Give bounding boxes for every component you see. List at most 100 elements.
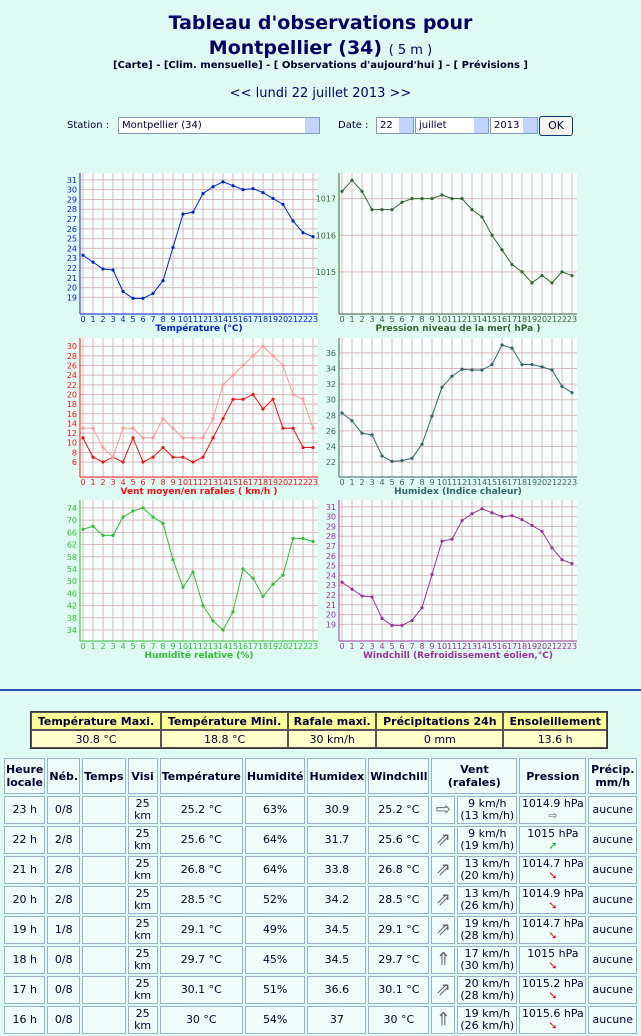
x-tick-label: 18 — [517, 315, 527, 324]
data-point — [520, 270, 524, 274]
data-point — [430, 414, 434, 418]
y-tick-label: 29 — [326, 522, 336, 531]
data-point — [261, 344, 265, 348]
pressure: 1015 hPa — [527, 827, 579, 840]
wind-direction-icon: ⇑ — [431, 946, 456, 974]
x-tick-label: 7 — [409, 315, 414, 324]
x-tick-label: 6 — [399, 315, 404, 324]
wind-direction-icon: ⇨ — [431, 796, 456, 824]
pressure-trend: ➘ — [548, 1019, 558, 1032]
data-point — [241, 567, 245, 571]
data-point — [271, 196, 275, 201]
y-tick-label: 26 — [67, 225, 77, 234]
humidex: 37 — [307, 1006, 367, 1034]
data-point — [570, 562, 574, 566]
day-select[interactable]: 22 — [376, 117, 414, 134]
x-tick-label: 22 — [557, 478, 567, 487]
data-point — [121, 289, 125, 294]
data-point — [101, 267, 105, 271]
charts: 0 1 2 3 4 5 6 7 8 9 10 11 12 13 14 15 16 17 18 19 20 21 22 2319… — [67, 173, 577, 661]
data-point — [161, 521, 165, 525]
data-point — [410, 618, 414, 623]
x-tick-label: 8 — [419, 315, 424, 324]
series-line — [83, 345, 314, 459]
weather — [82, 826, 126, 854]
prev-day[interactable]: << — [229, 86, 252, 101]
data-point — [221, 383, 225, 387]
date-label: Date : — [338, 120, 369, 131]
humidex: 34.5 — [307, 916, 367, 944]
data-point — [400, 459, 404, 463]
y-tick-label: 29 — [67, 195, 77, 204]
pressure-cell: 1014.9 hPa ⇨ — [519, 796, 587, 824]
ok-button[interactable]: OK — [539, 116, 573, 136]
y-tick-label: 62 — [67, 541, 77, 550]
temperature: 30 °C — [159, 1006, 243, 1034]
humidity: 64% — [244, 856, 306, 884]
weather — [82, 796, 126, 824]
y-tick-label: 23 — [326, 581, 336, 590]
x-tick-label: 1 — [349, 315, 354, 324]
y-tick-label: 31 — [326, 503, 336, 512]
y-tick-label: 27 — [67, 215, 77, 224]
wind: 19 km/h (28 km/h) — [457, 916, 518, 944]
y-tick-label: 24 — [326, 443, 336, 452]
y-tick-label: 34 — [326, 364, 336, 373]
x-tick-label: 13 — [208, 478, 218, 487]
y-tick-label: 14 — [67, 419, 77, 428]
pressure-trend: ➘ — [548, 959, 558, 972]
x-tick-label: 2 — [100, 478, 105, 487]
x-tick-label: 17 — [248, 642, 258, 651]
y-tick-label: 24 — [67, 244, 77, 253]
y-tick-label: 30 — [67, 186, 77, 195]
y-tick-label: 30 — [326, 513, 336, 522]
observation-row: 19 h 1/8 25 km 29.1 °C 49% 34.5 29.1 °C ⇗ 19 km/… — [4, 916, 637, 944]
data-point — [171, 426, 175, 430]
nav-links[interactable]: [Carte] - [Clim. mensuelle] - [ Observat… — [113, 60, 528, 71]
temperature: 28.5 °C — [159, 886, 243, 914]
x-tick-label: 16 — [238, 478, 248, 487]
x-tick-label: 2 — [359, 642, 364, 651]
separator — [0, 689, 641, 691]
precipitation: aucune — [588, 796, 637, 824]
chart-title: Température (°C) — [155, 323, 242, 334]
chart-title: Pression niveau de la mer( hPa ) — [376, 324, 541, 334]
data-point — [91, 426, 95, 430]
x-tick-label: 18 — [517, 642, 527, 651]
data-point — [191, 210, 195, 214]
x-tick-label: 16 — [238, 642, 248, 651]
x-tick-label: 19 — [527, 315, 537, 324]
next-day[interactable]: >> — [389, 86, 412, 101]
x-tick-label: 21 — [547, 642, 557, 651]
wind-header: Vent (rafales) — [431, 758, 518, 794]
y-tick-label: 20 — [67, 284, 77, 293]
temperature: 29.7 °C — [159, 946, 243, 974]
y-tick-label: 28 — [67, 352, 77, 361]
year-select[interactable]: 2013 — [490, 117, 538, 134]
x-tick-label: 17 — [507, 642, 517, 651]
data-point — [201, 455, 205, 459]
month-select[interactable]: juillet — [415, 117, 489, 134]
data-point — [171, 558, 175, 562]
data-point — [450, 537, 454, 541]
y-tick-label: 36 — [326, 349, 336, 358]
y-tick-label: 24 — [67, 371, 77, 380]
y-tick-label: 70 — [67, 516, 77, 525]
data-point — [231, 184, 235, 188]
x-tick-label: 18 — [517, 478, 527, 487]
y-tick-label: 27 — [326, 542, 336, 551]
x-tick-label: 6 — [140, 642, 145, 651]
pressure-trend: ➘ — [548, 869, 558, 882]
pressure: 1015.2 hPa — [521, 977, 584, 990]
data-point — [251, 576, 255, 580]
chart-title: Humidité relative (%) — [145, 650, 254, 661]
station-select[interactable]: Montpellier (34) — [118, 117, 320, 134]
data-point — [311, 445, 315, 450]
x-tick-label: 21 — [547, 478, 557, 487]
observation-row: 16 h 0/8 25 km 30 °C 54% 37 30 °C ⇑ 19 km/h (26 … — [4, 1006, 637, 1034]
x-tick-label: 19 — [268, 478, 278, 487]
hour: 21 h — [4, 856, 46, 884]
data-point — [340, 411, 344, 415]
cloud-cover: 0/8 — [47, 946, 81, 974]
observation-row: 20 h 2/8 25 km 28.5 °C 52% 34.2 28.5 °C ⇗ 13 km/… — [4, 886, 637, 914]
